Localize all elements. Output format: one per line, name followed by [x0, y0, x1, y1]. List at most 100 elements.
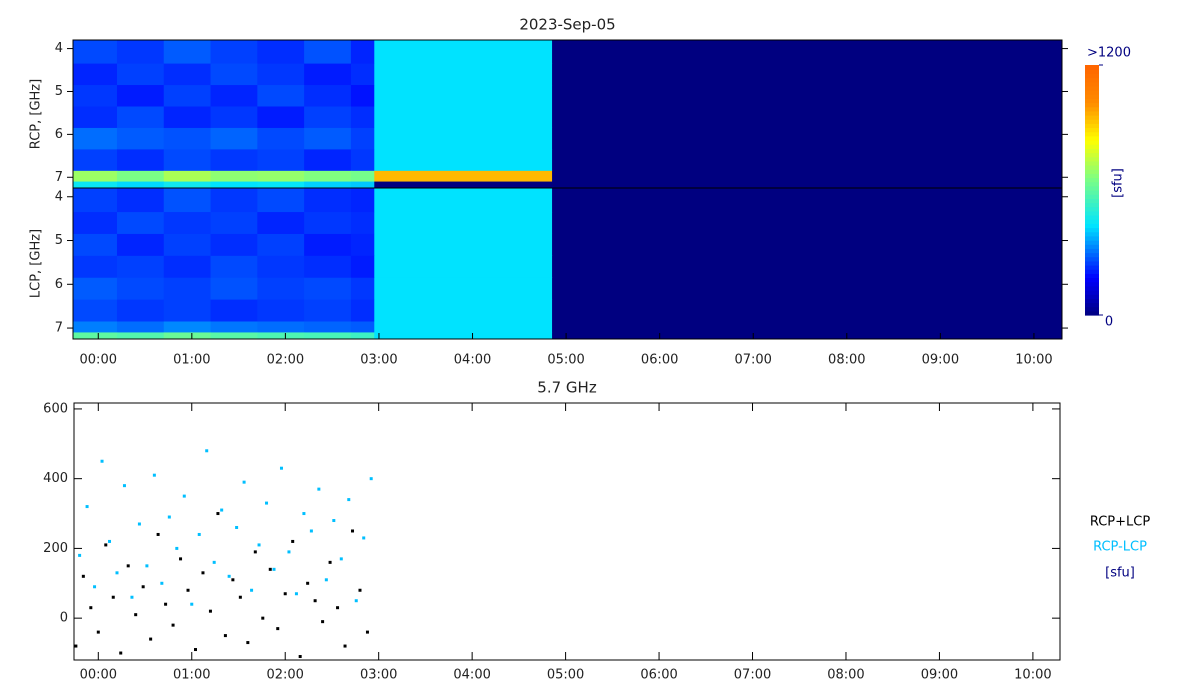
scatter-point [85, 505, 89, 509]
scatter-point [190, 602, 194, 606]
x-tick-label: 09:00 [922, 353, 959, 368]
heatmap-cell [350, 181, 375, 189]
scatter-point [306, 581, 310, 585]
scatter-point [276, 627, 280, 631]
heatmap-cell [210, 321, 258, 333]
scatter-point [164, 602, 168, 606]
heatmap-cell [374, 63, 553, 86]
heatmap-cell [210, 212, 258, 235]
heatmap-cell [116, 85, 165, 107]
heatmap-cell [304, 85, 352, 107]
heatmap-cell [116, 255, 165, 279]
scatter-point [339, 557, 343, 561]
colorbar-step [1085, 110, 1099, 116]
y-tick-label: 4 [55, 189, 63, 204]
scatter-point [279, 466, 283, 470]
scatter-point [235, 525, 239, 529]
colorbar-step [1085, 302, 1099, 308]
heatmap-cell [73, 127, 118, 150]
scatter-point [272, 567, 276, 571]
heatmap-cell [210, 277, 258, 301]
heatmap-cell [552, 106, 1062, 129]
heatmap-cell [374, 233, 553, 257]
heatmap-cell [374, 106, 553, 129]
heatmap-cell [257, 106, 305, 129]
heatmap-cell [552, 181, 1062, 189]
colorbar-step [1085, 144, 1099, 149]
colorbar-step [1085, 206, 1099, 212]
colorbar-step [1085, 260, 1099, 266]
colorbar-step [1085, 173, 1099, 179]
x-tick-label: 08:00 [827, 668, 864, 683]
scatter-point [175, 546, 179, 550]
scatter-point [283, 592, 287, 596]
heatmap-cell [304, 181, 352, 189]
x-tick-label: 10:00 [1015, 353, 1052, 368]
heatmap-cell [73, 40, 118, 65]
heatmap-cell [73, 188, 118, 213]
heatmap-cell [116, 40, 165, 65]
scatter-point [197, 532, 201, 536]
colorbar-step [1085, 285, 1099, 291]
colorbar-step [1085, 181, 1099, 187]
y-tick-label: 6 [55, 277, 63, 292]
heatmap-cell [304, 212, 352, 235]
scatter-point [358, 588, 362, 592]
heatmap-cell [552, 277, 1062, 301]
colorbar-step [1085, 152, 1099, 158]
heatmap-cell [374, 149, 553, 172]
heatmap-cell [257, 181, 305, 189]
scatter-point [332, 519, 336, 523]
colorbar-step [1085, 290, 1099, 295]
colorbar-step [1085, 102, 1099, 108]
heatmap-cell [350, 321, 375, 333]
y-axis-label: LCP, [GHz] [29, 229, 44, 298]
scatter-point [108, 539, 112, 543]
y-tick-label: 5 [55, 233, 63, 248]
heatmap-cell [304, 299, 352, 322]
scatter-point [205, 449, 209, 453]
colorbar-step [1085, 131, 1099, 137]
x-tick-label: 03:00 [360, 353, 397, 368]
heatmap-cell [304, 149, 352, 172]
heatmap-cell [210, 127, 258, 150]
heatmap-cell [350, 170, 375, 183]
scatter-point [160, 581, 164, 585]
colorbar-step [1085, 294, 1099, 299]
scatter-point [328, 560, 332, 564]
heatmap-cell [163, 332, 212, 339]
colorbar-step [1085, 273, 1099, 279]
colorbar-step [1085, 190, 1099, 195]
heatmap-cell [374, 277, 553, 301]
colorbar-label: [sfu] [1111, 168, 1126, 198]
heatmap-cell [257, 170, 305, 183]
colorbar-step [1085, 306, 1099, 312]
x-tick-label: 07:00 [734, 668, 771, 683]
x-tick-label: 06:00 [640, 668, 677, 683]
heatmap-cell [257, 212, 305, 235]
colorbar-step [1085, 194, 1099, 199]
colorbar-step [1085, 265, 1099, 270]
heatmap-cell [210, 149, 258, 172]
heatmap-cell [257, 277, 305, 301]
colorbar-step [1085, 215, 1099, 220]
x-tick-label: 01:00 [173, 668, 210, 683]
heatmap-cell [116, 321, 165, 333]
heatmap-cell [116, 127, 165, 150]
scatter-point [193, 648, 197, 652]
colorbar-step [1085, 298, 1099, 304]
heatmap-cell [304, 233, 352, 257]
scatter-point [336, 606, 340, 610]
heatmap-cell [552, 40, 1062, 65]
x-tick-label: 04:00 [453, 668, 490, 683]
heatmap-cell [210, 63, 258, 86]
scatter-point [111, 595, 115, 599]
scatter-point [291, 539, 295, 543]
colorbar-step [1085, 235, 1099, 241]
heatmap-cell [552, 85, 1062, 107]
colorbar-step [1085, 156, 1099, 162]
scatter-point [186, 588, 190, 592]
heatmap-cell [374, 332, 553, 339]
